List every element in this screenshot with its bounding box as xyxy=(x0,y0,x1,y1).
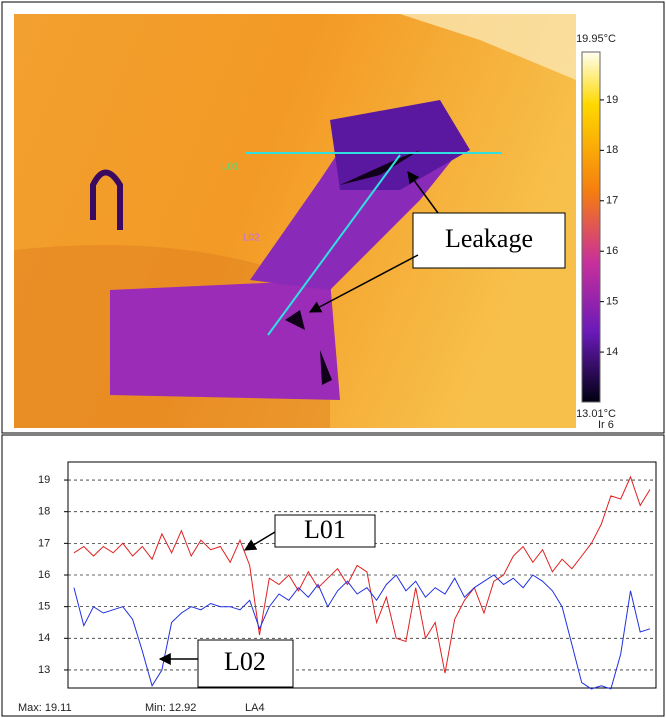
annotation: Leakage xyxy=(445,224,533,253)
annotation: L02 xyxy=(224,647,266,676)
series-line xyxy=(73,574,651,690)
colorbar-tick-label: 15 xyxy=(606,296,618,308)
palette-label: Ir 6 xyxy=(598,419,614,431)
footer-text: Min: 12.92 xyxy=(145,702,196,714)
line-chart: 13 14 15 16 17 18 19 xyxy=(38,461,657,690)
footer-text: LA4 xyxy=(245,702,265,714)
annotation-box xyxy=(274,514,376,548)
annotation-arrow xyxy=(243,531,276,551)
y-tick-label: 15 xyxy=(38,601,50,613)
y-tick-label: 18 xyxy=(38,506,50,518)
colorbar-tick-label: 19 xyxy=(606,94,618,106)
thermal-image xyxy=(14,14,576,428)
series-line xyxy=(73,475,651,674)
colorbar-tick-label: 17 xyxy=(606,195,618,207)
y-tick-label: 14 xyxy=(38,632,50,644)
annotation: L01 xyxy=(304,515,346,544)
colorbar-tick-label: 14 xyxy=(606,346,618,358)
colorbar-ticks: 19.95°C 19 18 17 16 15 14 13.01°C xyxy=(576,33,618,420)
line-label: L02 xyxy=(243,233,260,244)
y-tick-label: 19 xyxy=(38,474,50,486)
y-tick-label: 17 xyxy=(38,537,50,549)
colorbar-end-label: 19.95°C xyxy=(576,33,616,45)
y-tick-label: 13 xyxy=(38,664,50,676)
colorbar-tick-label: 16 xyxy=(606,245,618,257)
colorbar xyxy=(581,51,601,403)
annotation-box xyxy=(197,639,294,688)
colorbar-tick-label: 18 xyxy=(606,144,618,156)
bottom-panel xyxy=(1,434,665,717)
footer-text: Max: 19.11 xyxy=(18,702,72,714)
colorbar-end-label: 13.01°C xyxy=(576,408,616,420)
line-label: L01 xyxy=(222,162,239,173)
y-tick-label: 16 xyxy=(38,569,50,581)
